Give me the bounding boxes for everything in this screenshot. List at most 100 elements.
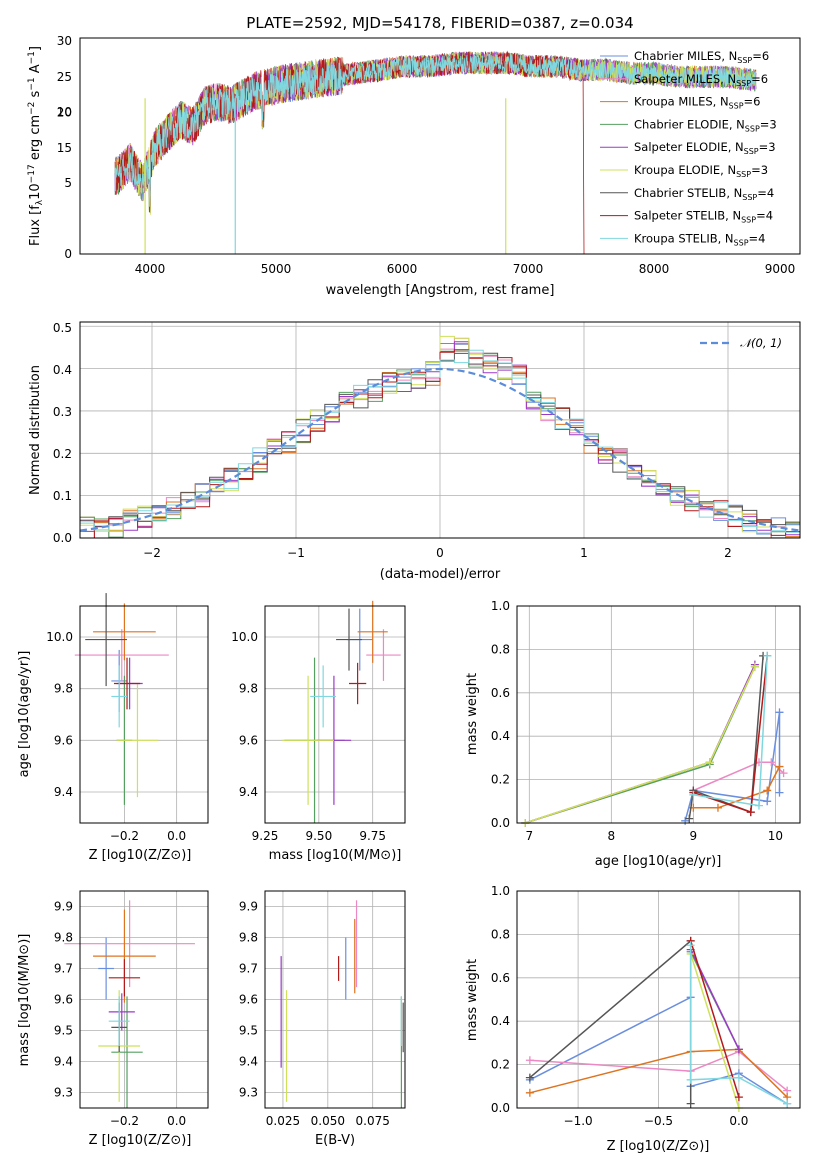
xtick: 9 [690,829,698,843]
ytick: 9.4 [239,785,258,799]
mass_vs_z: −0.2 0.0 9.3 9.4 9.5 9.6 9.7 9.8 9.9 Z [log10(Z/Z… [17,890,209,1148]
ytick: 9.8 [54,682,73,696]
mass-weight-line [693,655,768,807]
ytick: 9.8 [239,931,258,945]
ytick: 0.2 [491,773,510,787]
xtick: 5000 [261,262,292,276]
spectrum-ylabel: Flux [fλ10−17 erg cm−2 s−1 A−1] [27,46,45,246]
ytick: 0.4 [491,1014,510,1028]
ytick: 0.0 [491,1101,510,1115]
xtick: 9.50 [305,829,332,843]
panel-frame [79,890,209,1109]
xtick: 0 [436,546,444,560]
xtick: −0.2 [110,1114,139,1128]
ytick: 0.6 [491,686,510,700]
marker [686,1075,695,1084]
xtick: −1.0 [564,1114,593,1128]
ytick: 1.0 [491,599,510,613]
ytick: 0.4 [491,729,510,743]
ytick: 0.0 [491,816,510,830]
marker [775,708,784,717]
marker [686,1099,695,1108]
panel-frame [264,605,406,824]
ytick: 0.8 [491,642,510,656]
mass_vs_ebv: 0.025 0.050 0.075 9.3 9.4 9.5 9.6 9.7 9.8 9.9 E(B-… [239,890,406,1148]
ytick: 0.8 [491,927,510,941]
ytick: 9.4 [239,1055,258,1069]
ytick: 9.9 [239,900,258,914]
xtick: 8 [608,829,616,843]
legend-label: Kroupa MILES, NSSP=6 [634,95,760,111]
spectrum-line [114,53,757,207]
parameter-panels: −0.2 0.0 9.4 9.6 9.8 10.0 Z [log10(Z/Z⊙)] age [… [17,593,801,1154]
axis-label: Z [log10(Z/Z⊙)] [89,1133,192,1148]
marker [713,803,722,812]
axis-label: age [log10(age/yr)] [595,854,722,869]
mass-weight-line [688,655,764,819]
marker [685,814,694,823]
spectrum-xlabel: wavelength [Angstrom, rest frame] [326,283,555,298]
axis-label: mass [log10(M/M⊙)] [17,934,32,1067]
xtick: 0.050 [311,1114,345,1128]
xtick: 0.075 [356,1114,390,1128]
spectrum-frame [79,37,801,255]
axis-label: E(B-V) [315,1133,355,1148]
ytick: 20 [57,105,72,119]
ytick: 0.3 [53,405,72,419]
marker [734,1093,743,1102]
axis-label: age [log10(age/yr)] [17,651,32,778]
legend-label: Salpeter MILES, NSSP=6 [634,72,768,88]
residuals-xlabel: (data-model)/error [380,567,501,582]
ytick: 1.0 [491,884,510,898]
xtick: 4000 [135,262,166,276]
ytick: 9.3 [239,1086,258,1100]
xtick: 9.75 [359,829,386,843]
legend-label: Chabrier MILES, NSSP=6 [634,49,769,65]
marker [775,788,784,797]
xtick: 9.25 [252,829,279,843]
ytick: 0.6 [491,971,510,985]
spectrum-title: PLATE=2592, MJD=54178, FIBERID=0387, z=0… [246,14,633,32]
spectrum-line [114,50,585,255]
marker [750,662,759,671]
legend-label: Salpeter STELIB, NSSP=4 [634,209,773,225]
mw_vs_z: −1.0 −0.5 0.0 0.0 0.2 0.4 0.6 0.8 1.0 Z [log10(Z/… [465,884,801,1154]
xtick: 2 [724,546,732,560]
xtick: 10 [768,829,783,843]
axis-label: Z [log10(Z/Z⊙)] [607,1139,710,1154]
mass-weight-line [689,953,740,1109]
marker [746,808,755,817]
mass-weight-line [693,761,785,792]
spectrum-panel: PLATE=2592, MJD=54178, FIBERID=0387, z=0… [27,14,801,298]
ytick: 9.9 [54,900,73,914]
normal-legend-label: 𝒩(0, 1) [740,336,782,350]
marker [763,651,772,660]
panel-frame [79,605,209,824]
spectrum-xticks: 4000 5000 6000 7000 8000 9000 [135,262,796,276]
marker [734,1045,743,1054]
mw_vs_age: 7 8 9 10 0.0 0.2 0.4 0.6 0.8 1.0 age [log10(age/yr… [465,599,801,869]
ytick: 25 [57,70,72,84]
xtick: −1 [287,546,305,560]
mass-weight-line [693,655,768,814]
mass-weight-line [529,939,692,1104]
marker [689,790,698,799]
ytick: 9.6 [54,733,73,747]
axis-label: Z [log10(Z/Z⊙)] [89,848,192,863]
marker [754,801,763,810]
marker [767,758,776,767]
marker [783,1099,792,1108]
residuals-xticks: −2 −1 0 1 2 [143,546,732,560]
marker [734,1073,743,1082]
legend-label: Chabrier ELODIE, NSSP=3 [634,117,777,133]
age_vs_z: −0.2 0.0 9.4 9.6 9.8 10.0 Z [log10(Z/Z⊙)] age [… [17,593,209,863]
ytick: 0.2 [491,1058,510,1072]
axis-label: mass weight [465,959,480,1041]
xtick: 0.0 [167,829,186,843]
residuals-ylabel: Normed distribution [28,365,43,495]
xtick: 0.0 [729,1114,748,1128]
ytick: 9.7 [54,962,73,976]
marker [525,1088,534,1097]
xtick: −0.2 [110,829,139,843]
ytick: 0.1 [53,489,72,503]
